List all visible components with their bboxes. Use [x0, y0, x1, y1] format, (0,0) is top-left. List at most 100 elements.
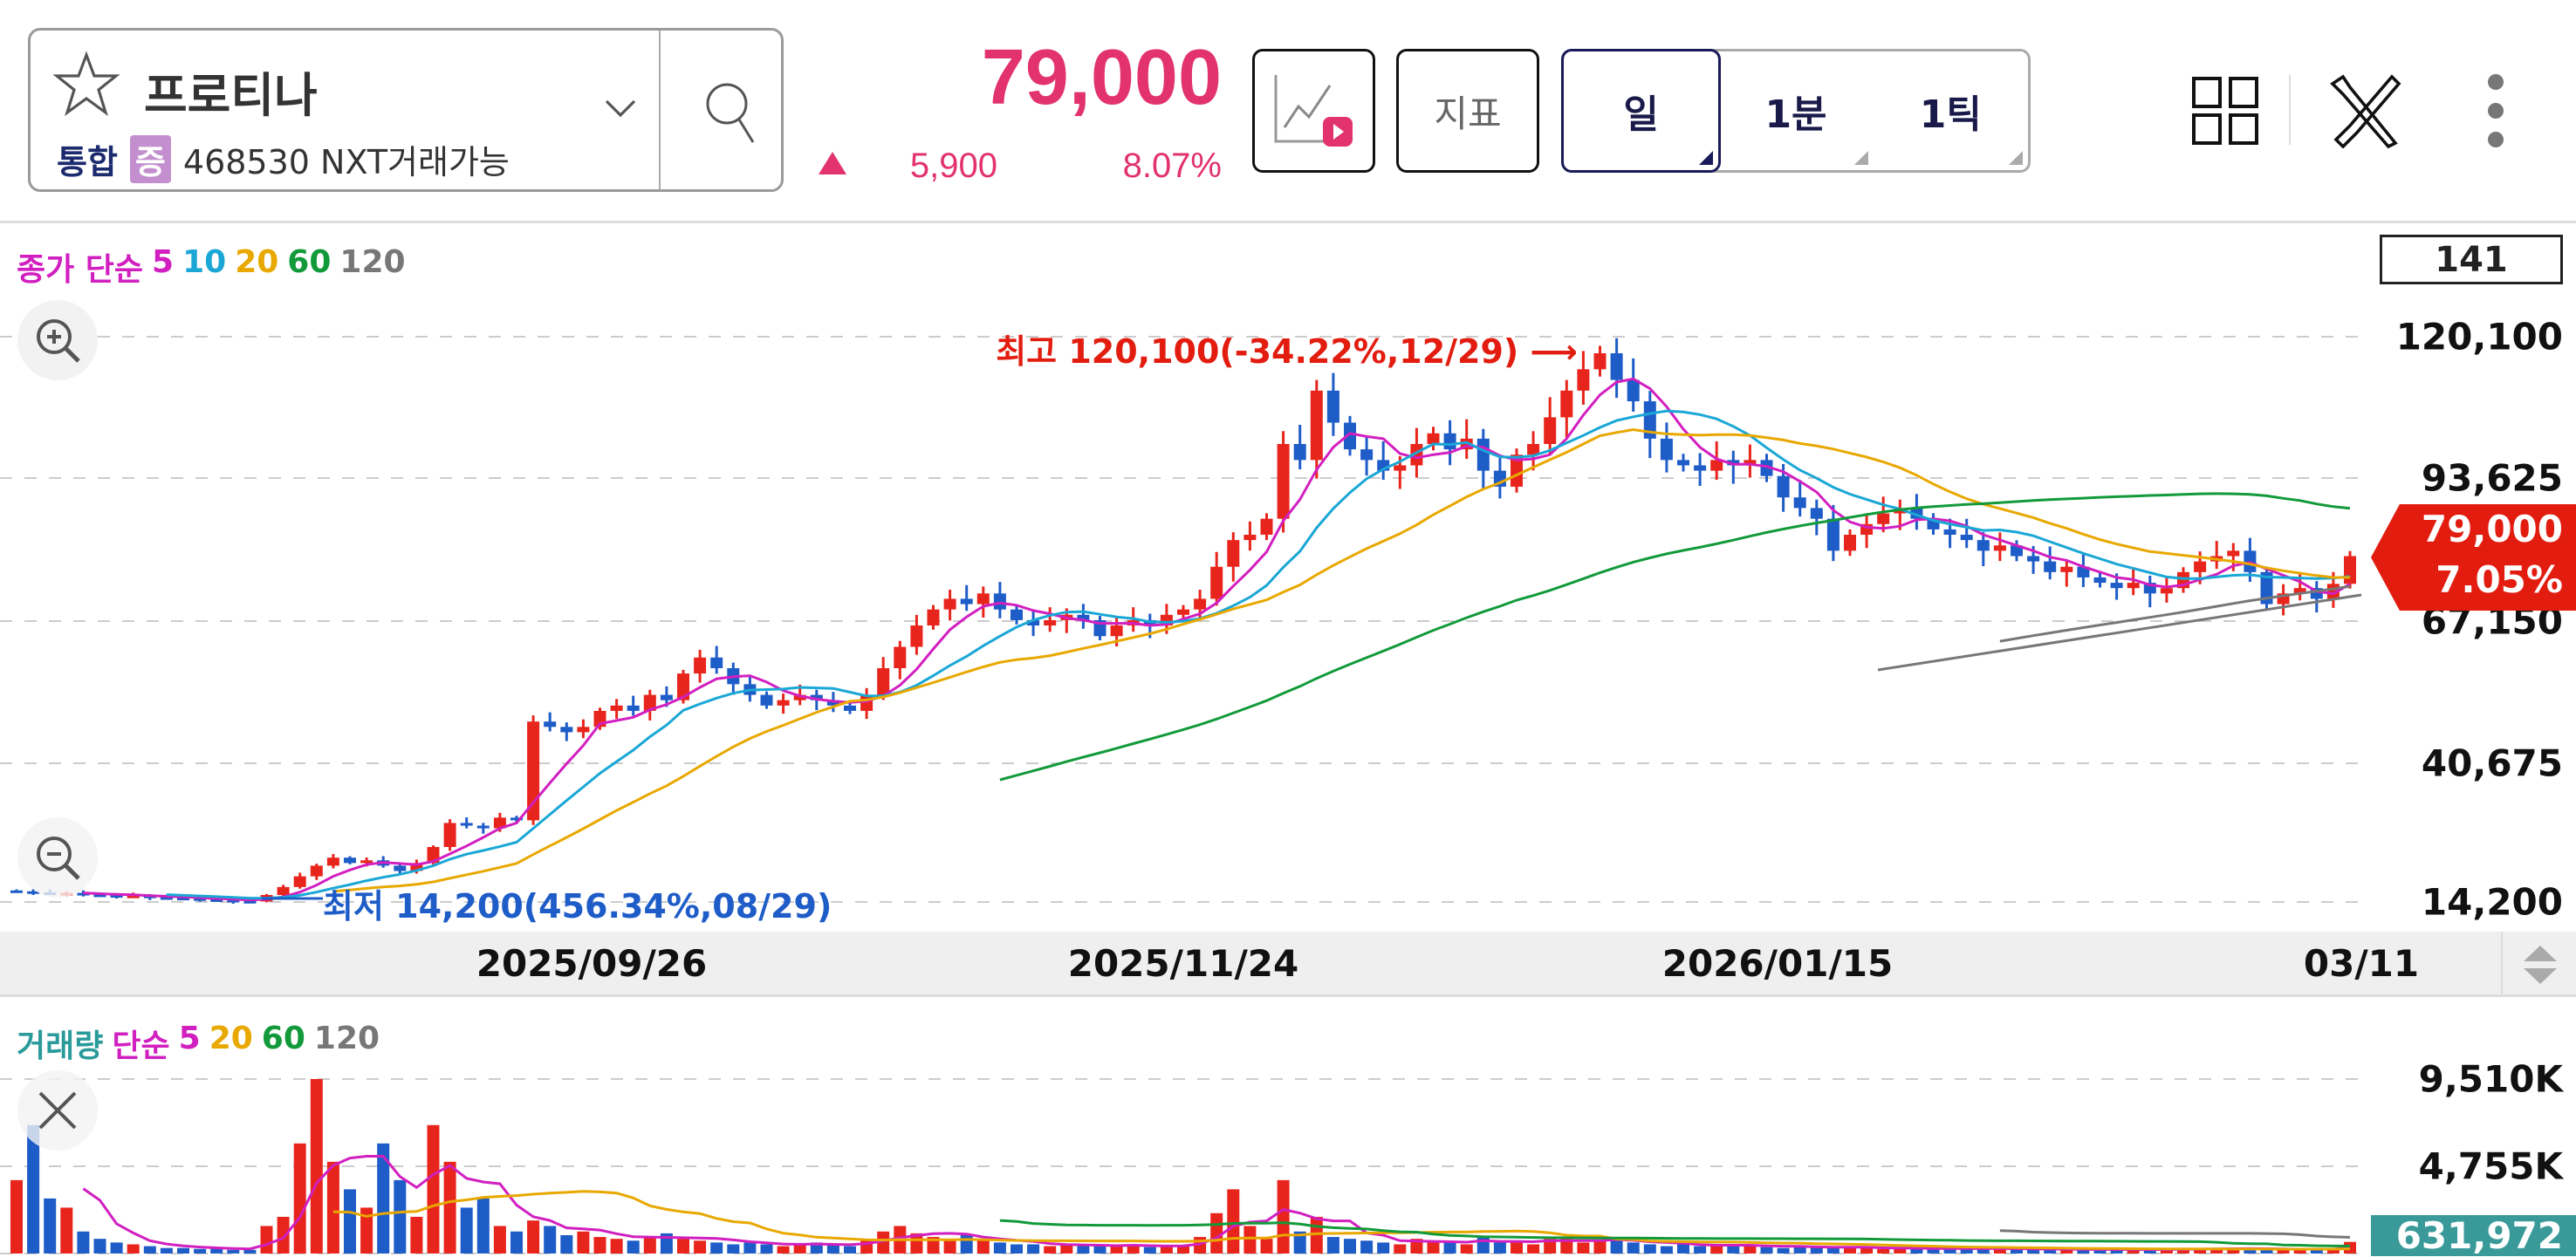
volume-bar: [2060, 1248, 2073, 1254]
volume-bar: [1943, 1247, 1956, 1254]
volume-bar: [410, 1216, 423, 1254]
volume-bar: [544, 1226, 557, 1254]
volume-bar: [1511, 1240, 1523, 1254]
volume-bar: [1110, 1246, 1123, 1254]
volume-bar: [1793, 1246, 1806, 1254]
candle-up: [2160, 588, 2173, 594]
candle-down: [544, 721, 557, 728]
candle-down: [710, 657, 723, 668]
volume-bar: [610, 1239, 623, 1254]
volume-bar: [743, 1242, 757, 1254]
candle-up: [860, 694, 874, 711]
candle-down: [460, 823, 473, 826]
volume-bar: [777, 1246, 790, 1254]
stock-search-box[interactable]: 프로티나 통합 증 468530 NXT거래가능: [28, 28, 784, 192]
legend-vma20: 20: [209, 1021, 253, 1056]
stock-name[interactable]: 프로티나: [144, 68, 318, 123]
candle-down: [1360, 449, 1374, 461]
candle-up: [943, 598, 956, 610]
volume-bar: [1027, 1244, 1040, 1254]
volume-bar: [1677, 1244, 1689, 1254]
candle-down: [993, 593, 1006, 610]
volume-bar: [2143, 1249, 2156, 1254]
legend-vma60: 60: [261, 1021, 305, 1056]
volume-bar: [2227, 1248, 2240, 1254]
volume-bar: [510, 1231, 523, 1254]
period-1min-tab[interactable]: 1분: [1718, 51, 1873, 170]
candle-up: [277, 886, 290, 896]
price-ma-legend[interactable]: 종가 단순 5 10 20 60 120: [17, 244, 406, 290]
candle-up: [293, 876, 306, 887]
volume-bar: [2277, 1249, 2290, 1254]
volume-ma5-line: [82, 1155, 2351, 1251]
chevron-down-icon[interactable]: [603, 95, 638, 121]
candle-up: [527, 721, 540, 821]
search-icon[interactable]: [697, 69, 767, 156]
tools-icon[interactable]: [2326, 73, 2404, 148]
candle-down: [1027, 619, 1040, 626]
volume-bar: [826, 1244, 839, 1254]
legend-ma60: 60: [287, 244, 332, 280]
volume-bar: [493, 1226, 506, 1254]
candle-up: [2227, 550, 2240, 557]
candle-down: [1826, 518, 1840, 551]
volume-bar: [1960, 1248, 1973, 1254]
volume-bar: [44, 1198, 57, 1254]
resize-spinner-icon[interactable]: [2520, 942, 2560, 987]
zoom-in-button[interactable]: [17, 300, 98, 380]
candle-down: [1810, 508, 1823, 519]
candle-up: [326, 857, 339, 866]
stock-code-info: 468530 NXT거래가능: [182, 143, 510, 181]
candle-down: [810, 694, 823, 700]
grid-layout-icon[interactable]: [2190, 75, 2260, 147]
star-icon[interactable]: [51, 50, 121, 120]
candle-down: [2027, 556, 2040, 562]
volume-bar: [1993, 1248, 2006, 1254]
zoom-out-button[interactable]: [17, 817, 98, 898]
price-ma20-line: [332, 427, 2350, 893]
candle-up: [976, 593, 990, 605]
candle-up: [910, 625, 923, 647]
candle-up: [1993, 545, 2006, 551]
more-vertical-icon[interactable]: [2483, 72, 2509, 150]
volume-bar: [1360, 1240, 1374, 1254]
candle-up: [694, 657, 707, 674]
candle-down: [627, 705, 640, 711]
volume-bar: [177, 1247, 189, 1254]
candle-down: [1694, 465, 1707, 471]
candle-down: [1777, 475, 1790, 498]
volume-bar: [1427, 1240, 1440, 1254]
candle-down: [510, 817, 523, 821]
period-selector: 일 1분 1틱: [1561, 49, 2031, 173]
volume-bar: [377, 1143, 390, 1254]
candle-count-box[interactable]: 141: [2380, 235, 2563, 284]
period-1tick-tab[interactable]: 1틱: [1874, 51, 2028, 170]
volume-bar: [1260, 1239, 1273, 1254]
volume-bar: [310, 1079, 323, 1254]
current-price-tag: 79,000 7.05%: [2371, 504, 2576, 611]
candle-down: [826, 700, 839, 706]
candle-up: [443, 823, 456, 847]
candle-down: [1627, 379, 1640, 402]
volume-bar: [1344, 1239, 1356, 1254]
legend-ma120: 120: [339, 244, 406, 280]
volume-ma-legend[interactable]: 거래량 단순 5 20 60 120: [17, 1021, 380, 1066]
chart-video-button[interactable]: [1252, 49, 1375, 173]
volume-bar: [143, 1246, 156, 1254]
volume-bar: [1910, 1248, 1923, 1254]
date-axis[interactable]: [0, 932, 2576, 997]
indicator-button[interactable]: 지표: [1396, 49, 1539, 173]
price-ma120-line: [1999, 584, 2351, 643]
legend-ma10: 10: [182, 244, 227, 280]
volume-bar: [227, 1249, 240, 1254]
candle-up: [1877, 513, 1890, 524]
close-volume-button[interactable]: [17, 1070, 98, 1151]
period-day-tab[interactable]: 일: [1561, 49, 1722, 173]
volume-bar: [1011, 1244, 1023, 1254]
volume-bar: [2011, 1248, 2023, 1254]
volume-bar: [694, 1240, 707, 1254]
candle-up: [1227, 540, 1240, 567]
candle-down: [2093, 577, 2107, 584]
volume-bar: [1710, 1245, 1723, 1254]
